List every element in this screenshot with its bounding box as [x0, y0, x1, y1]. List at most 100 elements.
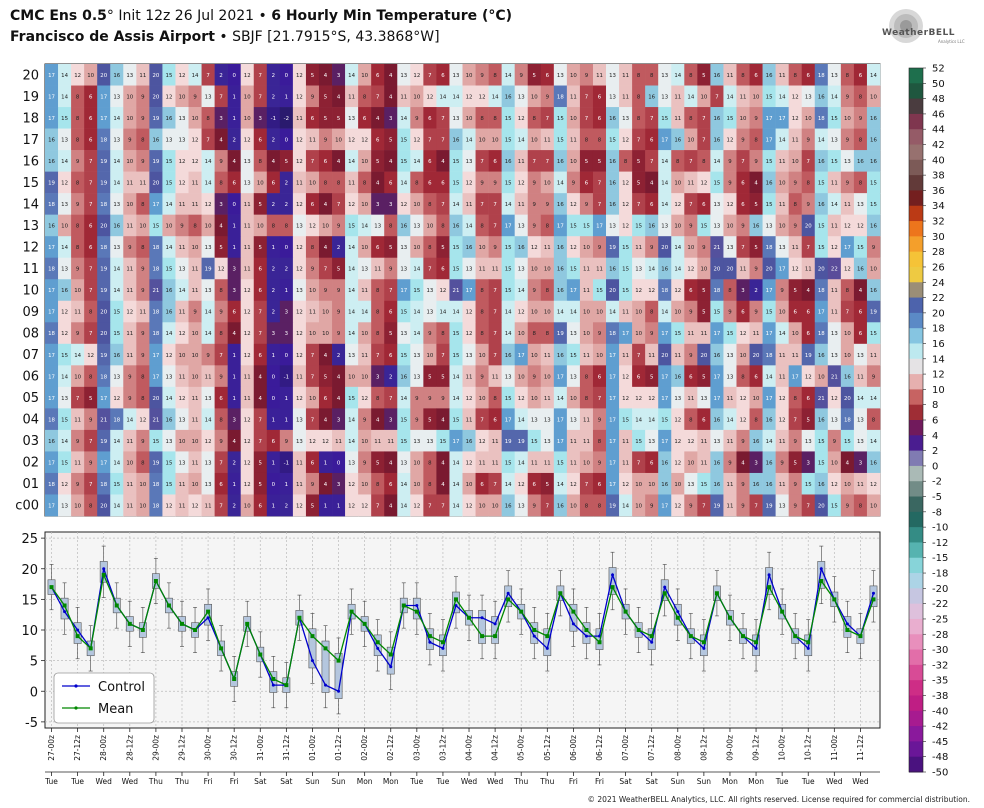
heatmap-cell: [814, 64, 829, 86]
heatmap-cell: [58, 64, 72, 86]
heatmap-cell-value: 14: [192, 73, 199, 79]
heatmap-cell-value: 7: [428, 73, 431, 79]
heatmap-cell-value: 16: [648, 94, 655, 100]
heatmap-cell-value: 6: [441, 181, 445, 187]
series-point-mean: [88, 646, 93, 651]
heatmap-cell-value: 14: [779, 138, 786, 144]
heatmap-cell: [827, 128, 842, 151]
heatmap-cell-value: 16: [713, 138, 720, 144]
heatmap-cell: [345, 171, 359, 194]
heatmap-cell: [345, 107, 359, 129]
heatmap-cell-value: 16: [557, 159, 564, 165]
heatmap-cell-value: 15: [505, 138, 512, 144]
heatmap-cell: [279, 150, 294, 172]
series-point-mean: [545, 634, 550, 639]
heatmap-cell: [566, 64, 581, 86]
heatmap-cell: [606, 150, 620, 172]
boxplot-y-tick-label: 0: [30, 685, 38, 700]
series-point-mean: [101, 572, 106, 577]
boxplot-day-label: Mon: [722, 777, 738, 786]
heatmap-cell-value: 16: [818, 94, 825, 100]
heatmap-cell: [697, 128, 711, 151]
logo-subtext: Analytics LLC: [938, 39, 965, 44]
heatmap-cell: [775, 85, 789, 108]
heatmap-cell-value: 15: [831, 116, 838, 122]
boxplot-x-tick-label: 28-12z: [125, 735, 134, 761]
heatmap-cell: [318, 64, 333, 86]
heatmap-cell: [123, 171, 137, 194]
heatmap-cell-value: 5: [324, 94, 327, 100]
box-body: [478, 610, 486, 644]
series-point-control: [324, 683, 328, 687]
heatmap-cell-value: 6: [311, 116, 315, 122]
heatmap-cell: [423, 150, 437, 172]
heatmap-cell: [579, 64, 594, 86]
legend-label-control: Control: [98, 680, 145, 695]
heatmap-cell-value: 10: [126, 159, 133, 165]
heatmap-cell-value: 8: [324, 181, 328, 187]
heatmap-cell: [566, 171, 581, 194]
heatmap-cell-value: 17: [100, 94, 107, 100]
heatmap-cell: [632, 107, 646, 129]
heatmap-cell-value: 13: [113, 138, 120, 144]
heatmap-cell: [736, 107, 750, 129]
heatmap-cell-value: 15: [505, 116, 512, 122]
heatmap-cell: [227, 171, 242, 194]
heatmap-cell: [853, 64, 868, 86]
heatmap-cell: [279, 128, 294, 151]
heatmap-cell-value: 3: [389, 116, 392, 122]
heatmap-cell: [840, 107, 855, 129]
heatmap-cell-value: 6: [259, 138, 263, 144]
boxplot-x-tick-label: 06-00z: [569, 735, 578, 761]
series-point-mean: [806, 640, 811, 645]
heatmap-cell-value: 6: [585, 181, 589, 187]
heatmap-cell: [149, 171, 163, 194]
heatmap-cell: [488, 107, 502, 129]
heatmap-cell: [279, 171, 294, 194]
series-point-mean: [140, 628, 145, 632]
series-point-control: [102, 567, 106, 571]
heatmap-cell-value: 12: [413, 73, 420, 79]
heatmap-cell: [658, 171, 672, 194]
boxplot-day-label: Thu: [513, 777, 528, 786]
heatmap-cell-value: 10: [466, 73, 473, 79]
heatmap-cell-value: 13: [113, 94, 120, 100]
heatmap-cell: [214, 171, 228, 194]
heatmap-cell-value: 7: [441, 116, 444, 122]
heatmap-cell-value: 13: [244, 159, 251, 165]
heatmap-cell-value: 7: [311, 159, 314, 165]
heatmap-cell-value: 9: [859, 116, 863, 122]
heatmap-cell: [697, 107, 711, 129]
heatmap-cell: [553, 171, 568, 194]
heatmap-cell-value: 10: [753, 94, 760, 100]
heatmap-cell: [840, 85, 855, 108]
boxplot-x-tick-label: 30-00z: [204, 735, 213, 761]
heatmap-cell-value: 7: [428, 138, 431, 144]
heatmap-cell: [645, 128, 659, 151]
heatmap-cell-value: 8: [141, 138, 145, 144]
heatmap-cell: [527, 85, 542, 108]
heatmap-cell: [866, 150, 881, 172]
heatmap-cell-value: 6: [428, 181, 432, 187]
heatmap-cell: [201, 64, 215, 86]
series-point-control: [819, 567, 823, 571]
heatmap-cell: [527, 171, 542, 194]
heatmap-cell: [866, 107, 881, 129]
boxplot-x-tick-label: 09-00z: [725, 735, 734, 761]
heatmap-cell-value: 10: [844, 116, 851, 122]
heatmap-cell-value: 14: [413, 159, 420, 165]
boxplot-x-tick-label: 06-12z: [595, 735, 604, 761]
heatmap-cell-value: 9: [585, 73, 589, 79]
series-point-mean: [532, 628, 537, 632]
heatmap-cell-value: 8: [741, 73, 745, 79]
series-point-control: [493, 622, 497, 626]
heatmap-cell: [488, 150, 502, 172]
boxplot-x-tick-label: 27-00z: [47, 735, 56, 761]
heatmap-cell: [384, 171, 398, 194]
heatmap-cell-value: 10: [192, 116, 199, 122]
heatmap-cell: [279, 85, 294, 108]
boxplot-x-tick-label: 08-00z: [673, 735, 682, 761]
series-point-control: [206, 616, 210, 620]
heatmap-cell: [397, 107, 411, 129]
series-point-mean: [506, 597, 511, 602]
